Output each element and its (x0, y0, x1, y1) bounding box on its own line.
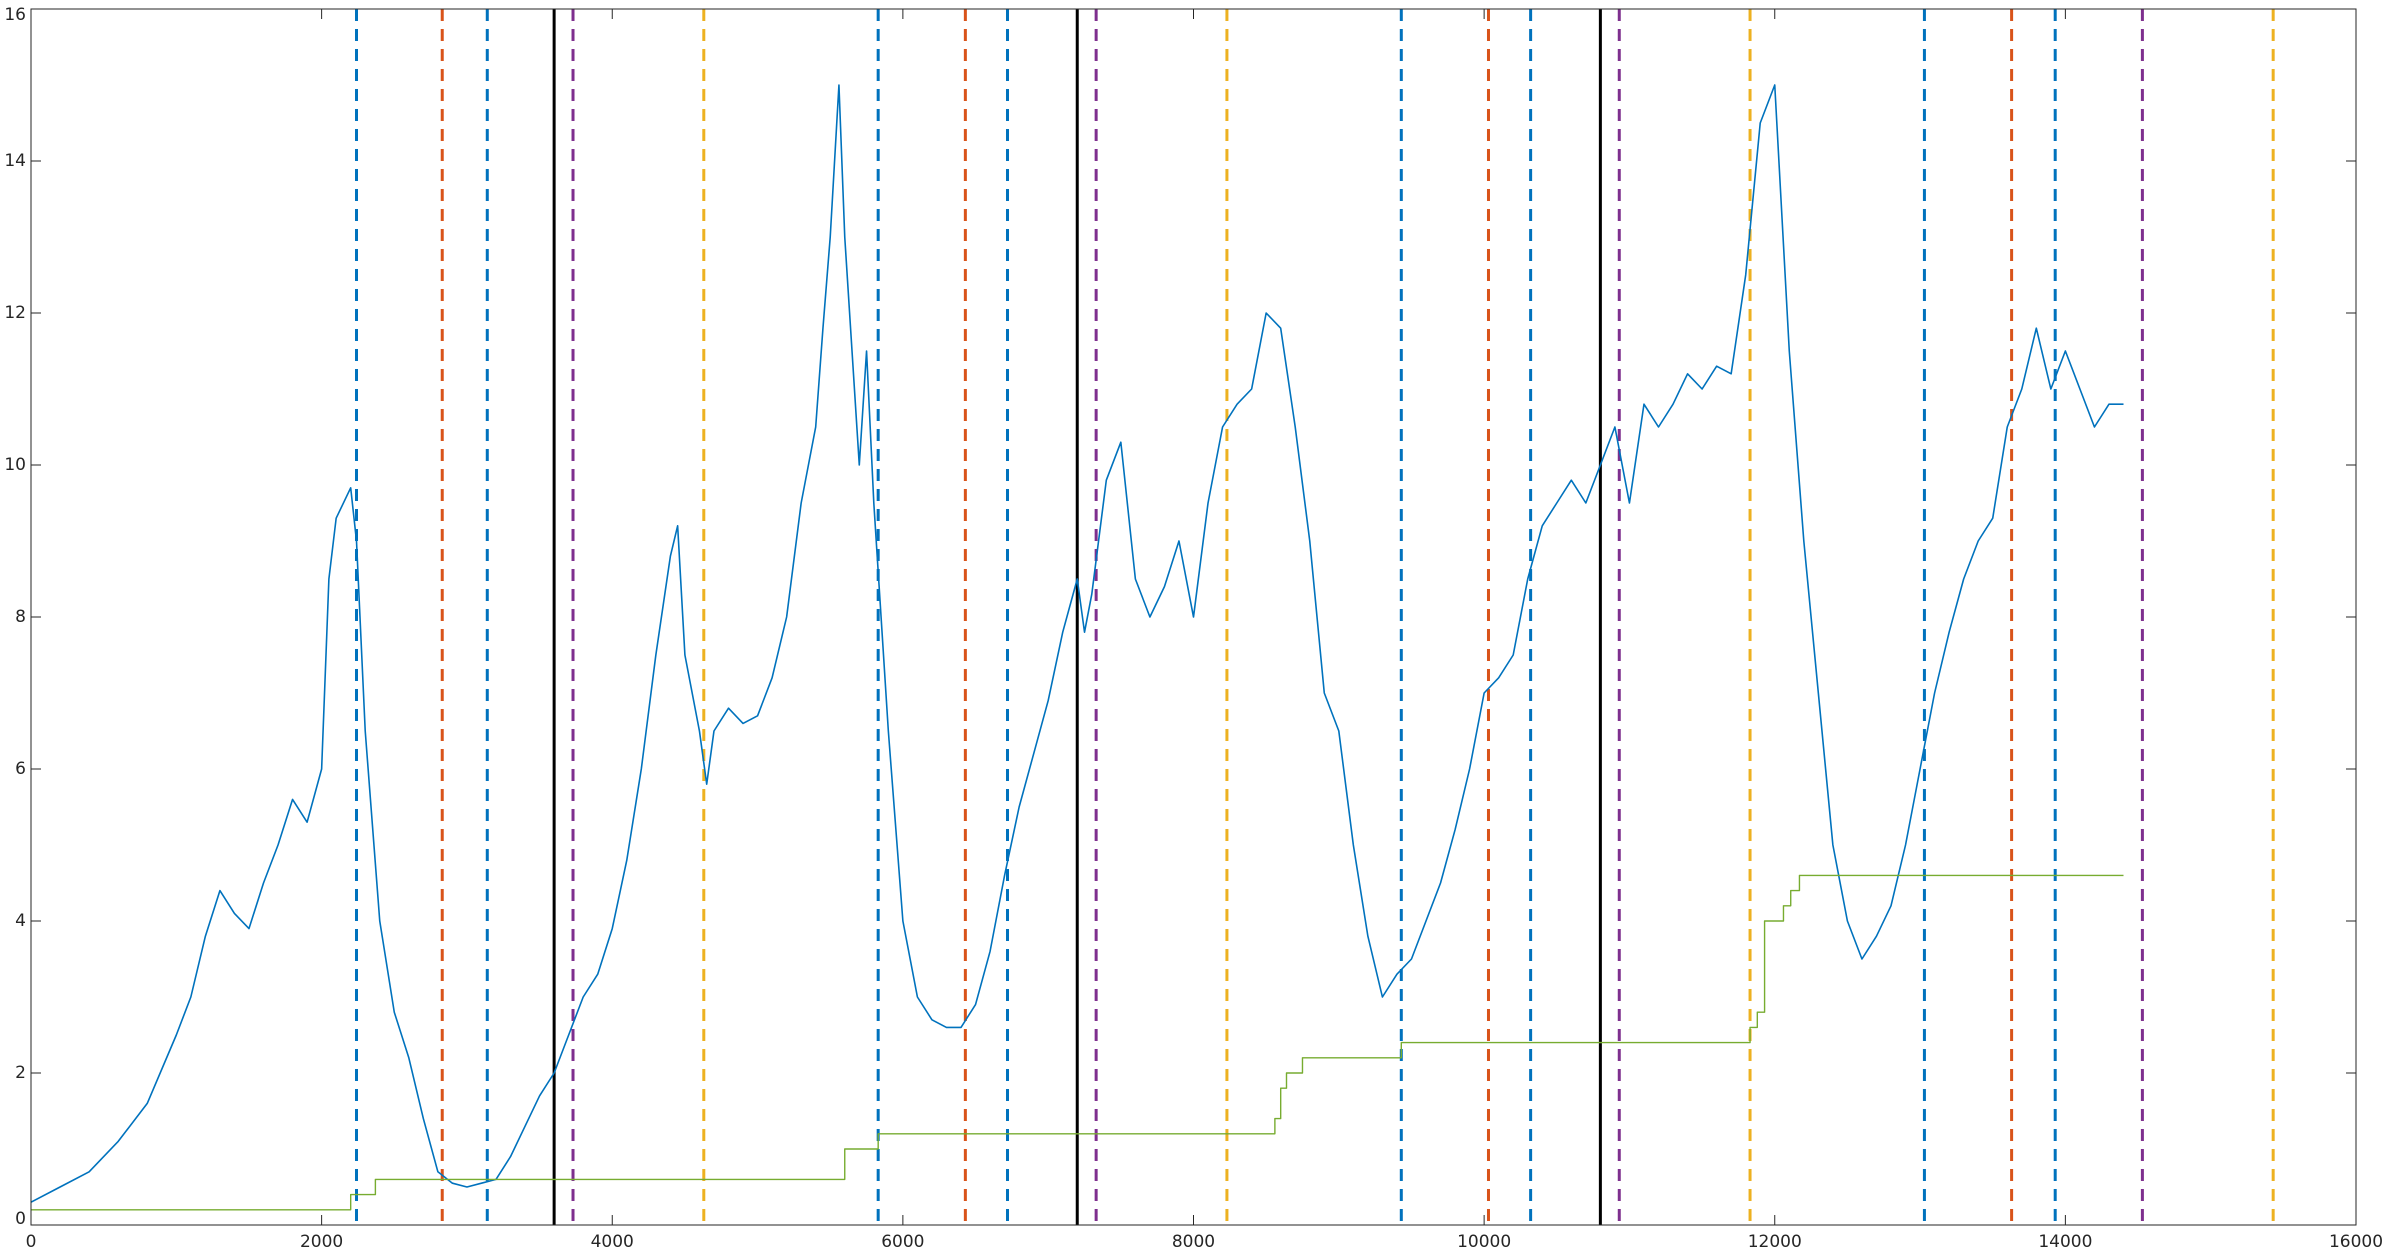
y-tick-label: 16 (4, 5, 26, 25)
y-tick-label: 0 (15, 1209, 26, 1229)
x-tick-label: 12000 (1748, 1232, 1802, 1252)
x-tick-label: 8000 (1172, 1232, 1215, 1252)
y-tick-label: 10 (4, 455, 26, 475)
x-tick-label: 2000 (300, 1232, 343, 1252)
y-tick-label: 8 (15, 607, 26, 627)
y-tick-label: 14 (4, 151, 26, 171)
y-tick-label: 4 (15, 911, 26, 931)
y-tick-label: 12 (4, 303, 26, 323)
x-tick-label: 16000 (2329, 1232, 2383, 1252)
x-tick-label: 6000 (881, 1232, 924, 1252)
x-tick-label: 14000 (2038, 1232, 2092, 1252)
series-line (30, 84, 2124, 1203)
y-tick-label: 6 (15, 759, 26, 779)
x-tick-label: 10000 (1457, 1232, 1511, 1252)
x-tick-label: 0 (26, 1232, 37, 1252)
y-tick-label: 2 (15, 1063, 26, 1083)
series-line (31, 874, 2124, 1211)
x-tick-label: 4000 (591, 1232, 634, 1252)
